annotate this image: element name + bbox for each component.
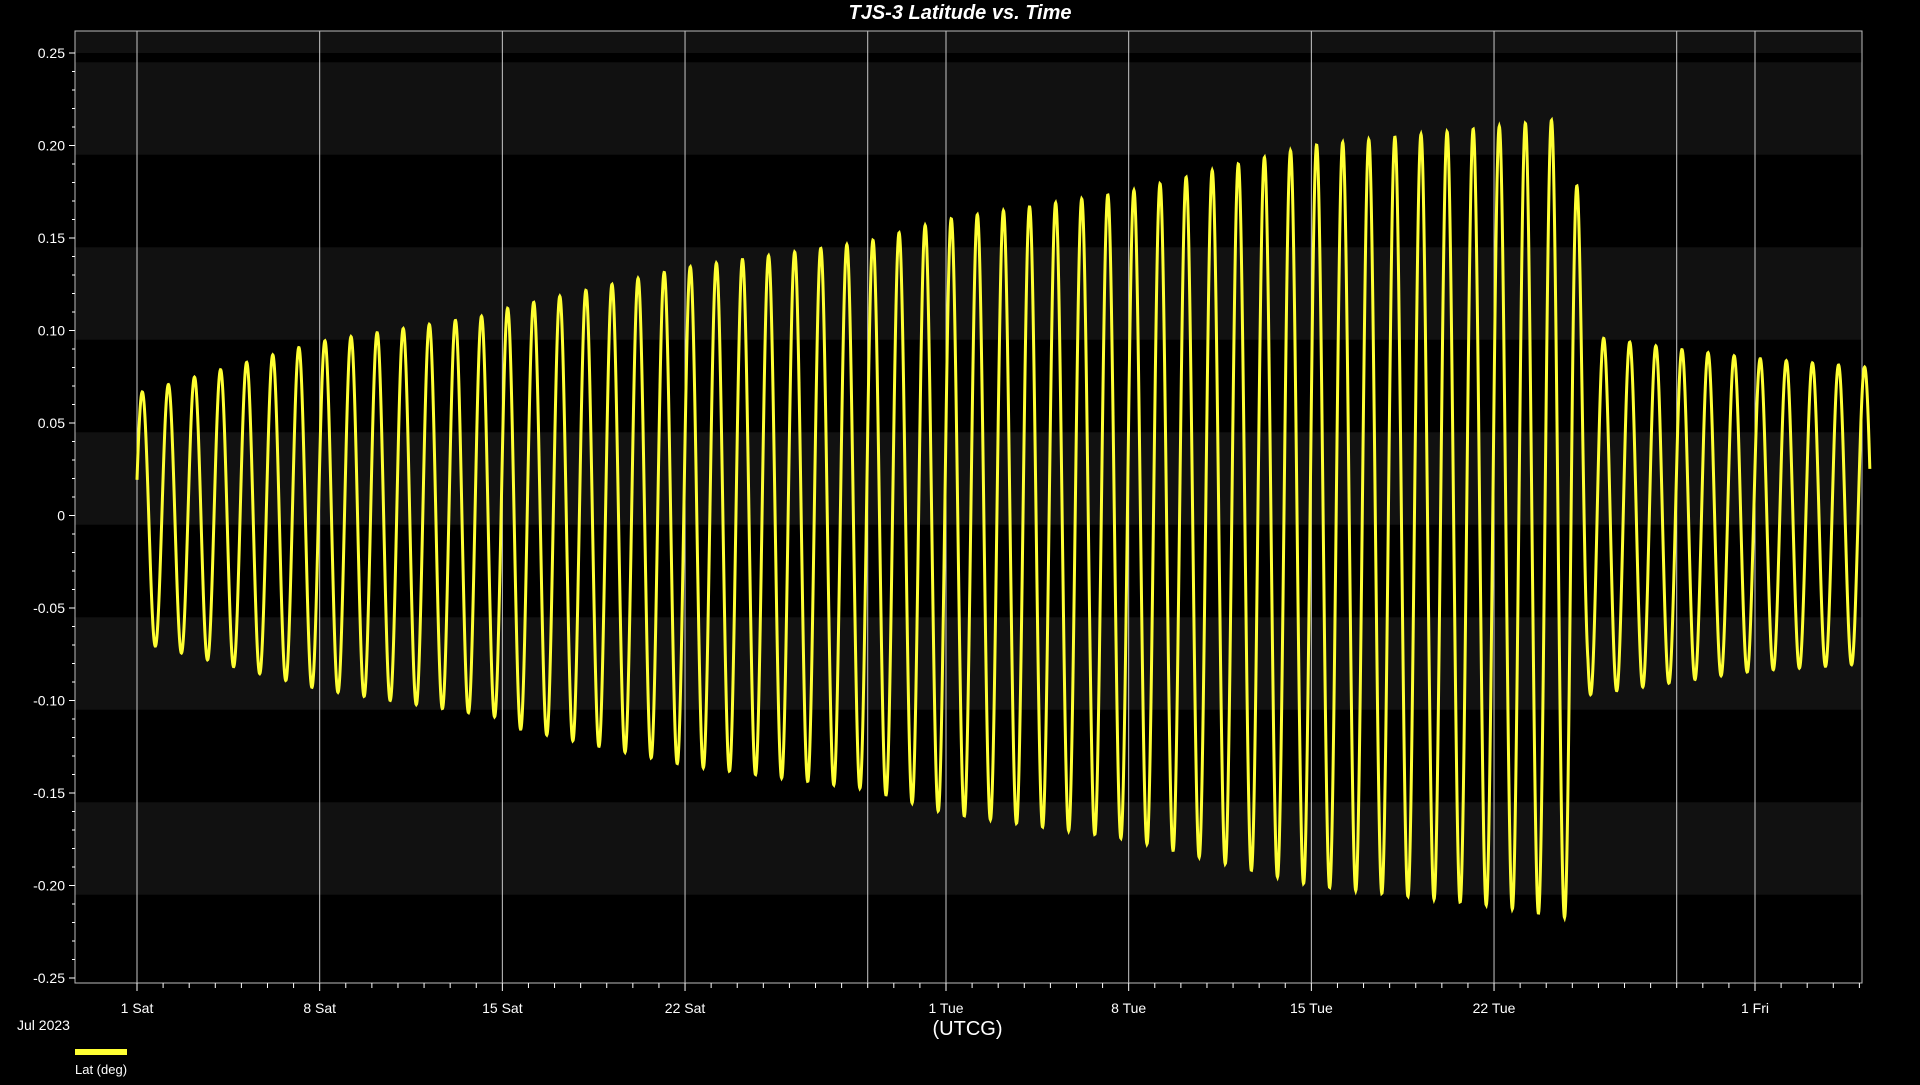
y-tick-label: -0.20 [33,878,65,894]
x-tick-label: 15 Sat [482,1000,523,1016]
legend-swatch [75,1049,127,1055]
y-tick-label: 0.15 [38,230,65,246]
background-band [75,247,1862,340]
y-tick-label: -0.10 [33,693,65,709]
background-band [75,432,1862,525]
y-tick-label: 0.10 [38,323,65,339]
y-tick-label: 0.05 [38,415,65,431]
x-tick-label: 1 Tue [928,1000,963,1016]
plot-border [74,30,1863,984]
y-tick-label: 0.20 [38,138,65,154]
x-tick-label: 8 Tue [1111,1000,1146,1016]
y-tick-label: -0.25 [33,970,65,986]
x-tick-label: 1 Sat [121,1000,154,1016]
x-tick-label: 1 Fri [1741,1000,1769,1016]
background-band [75,62,1862,155]
x-tick-label: 22 Sat [665,1000,706,1016]
y-tick-label: 0 [57,508,65,524]
chart-title: TJS-3 Latitude vs. Time [848,2,1072,24]
y-tick-label: -0.05 [33,600,65,616]
x-axis-month-label: Jul 2023 [17,1017,70,1033]
x-tick-label: 22 Tue [1473,1000,1516,1016]
x-tick-label: 8 Sat [303,1000,336,1016]
legend: Lat (deg) [75,1049,127,1077]
y-tick-label: -0.15 [33,785,65,801]
background-band [75,802,1862,895]
background-band [75,31,1862,53]
x-axis-title: (UTCG) [932,1018,1003,1040]
series-line-lat [135,116,1872,923]
x-tick-label: 15 Tue [1290,1000,1333,1016]
y-tick-label: 0.25 [38,45,65,61]
legend-label: Lat (deg) [75,1062,128,1077]
